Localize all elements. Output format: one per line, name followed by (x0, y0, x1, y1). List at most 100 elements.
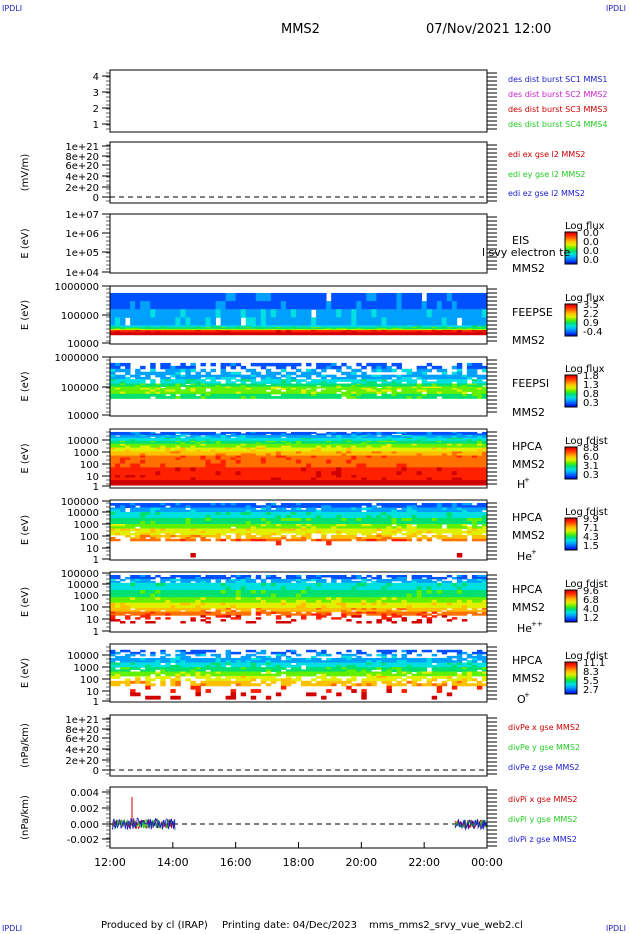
spectrogram-cell (466, 471, 473, 476)
spectrogram-cell (436, 326, 443, 328)
spectrogram-cell (421, 368, 428, 373)
spectrogram-cell (321, 330, 327, 332)
spectrogram-cell (210, 333, 216, 336)
spectrogram-cell (145, 393, 151, 397)
spectrogram-cell (421, 482, 428, 486)
spectrogram-cell (351, 443, 357, 447)
spectrogram-cell (250, 379, 257, 382)
spectrogram-cell (351, 482, 357, 486)
spectrogram-cell (155, 463, 161, 468)
spectrogram-cell (215, 477, 221, 481)
spectrogram-cell (371, 467, 377, 472)
spectrogram-cell (366, 301, 372, 310)
spectrogram-cell (351, 431, 357, 434)
spectrogram-cell (366, 509, 372, 513)
spectrogram-cell (115, 503, 121, 506)
spectrogram-cell (150, 389, 156, 393)
spectrogram-cell (195, 509, 201, 513)
spectrogram-cell (351, 515, 357, 519)
spectrogram-cell (215, 442, 221, 445)
spectrogram-cell (471, 533, 478, 536)
spectrogram-cell (265, 328, 272, 330)
spectrogram-cell (306, 463, 312, 468)
spectrogram-cell (461, 301, 468, 310)
spectrogram-cell (250, 449, 257, 452)
spectrogram-cell (170, 534, 176, 538)
spectrogram-cell (220, 396, 227, 399)
spectrogram-cell (245, 331, 252, 333)
spectrogram-cell (461, 328, 468, 330)
spectrogram-cell (336, 457, 342, 461)
spectrogram-cell (120, 331, 126, 333)
spectrogram-cell (436, 391, 443, 395)
spectrogram-cell (431, 376, 438, 380)
spectrogram-cell (285, 455, 292, 459)
spectrogram-cell (215, 439, 221, 442)
spectrogram-cell (165, 317, 171, 326)
spectrogram-cell (451, 509, 458, 513)
spectrogram-cell (115, 389, 121, 393)
spectrogram-cell (371, 524, 377, 527)
spectrogram-cell (426, 431, 433, 434)
spectrogram-cell (290, 371, 297, 376)
spectrogram-cell (426, 530, 433, 534)
spectrogram-cell (185, 326, 191, 328)
spectrogram-cell (195, 383, 201, 386)
spectrogram-cell (275, 376, 282, 380)
spectrogram-cell (190, 528, 196, 532)
spectrogram-cell (436, 453, 443, 457)
spectrogram-cell (255, 362, 262, 367)
spectrogram-cell (250, 385, 257, 387)
spectrogram-cell (115, 374, 121, 378)
spectrogram-cell (416, 374, 423, 378)
spectrogram-cell (471, 521, 478, 525)
spectrogram-cell (346, 455, 352, 459)
spectrogram-cell (316, 439, 322, 442)
spectrogram-cell (265, 449, 272, 452)
spectrogram-cell (336, 379, 342, 382)
spectrogram-cell (255, 333, 262, 336)
spectrogram-cell (411, 440, 418, 443)
spectrogram-cell (235, 437, 242, 440)
spectrogram-cell (245, 503, 252, 506)
spectrogram-cell (436, 292, 443, 302)
spectrogram-cell (140, 393, 146, 397)
spectrogram-cell (446, 331, 453, 333)
spectrogram-cell (145, 457, 151, 461)
spectrogram-cell (381, 533, 387, 536)
spectrogram-cell (401, 383, 407, 386)
spectrogram-cell (386, 376, 392, 380)
spectrogram-cell (441, 433, 448, 436)
spectrogram-cell (406, 325, 412, 327)
spectrogram-cell (145, 503, 151, 506)
spectrogram-cell (461, 330, 468, 332)
spectrogram-cell (290, 326, 297, 328)
spectrogram-cell (436, 439, 443, 442)
spectrogram-cell (265, 309, 272, 318)
spectrogram-cell (270, 528, 277, 532)
spectrogram-cell (331, 433, 337, 436)
spectrogram-cell (195, 453, 201, 457)
spectrogram-cell (386, 387, 392, 390)
spectrogram-cell (140, 475, 146, 479)
spectrogram-cell (155, 437, 161, 440)
spectrogram-cell (431, 386, 438, 389)
corner-mark-top-right: IPDLI (605, 4, 626, 13)
spectrogram-cell (165, 327, 171, 329)
spectrogram-cell (471, 505, 478, 508)
spectrogram-cell (341, 386, 347, 389)
spectrogram-cell (200, 437, 206, 440)
spectrogram-cell (391, 326, 397, 328)
spectrogram-cell (215, 447, 221, 451)
spectrogram-cell (331, 451, 337, 454)
spectrogram-cell (361, 317, 367, 326)
spectrogram-cell (130, 526, 136, 529)
spectrogram-cell (245, 453, 252, 457)
spectrogram-cell (396, 379, 402, 382)
spectrogram-cell (275, 383, 282, 386)
spectrogram-cell (436, 386, 443, 389)
spectrogram-cell (361, 526, 367, 529)
spectrogram-cell (356, 389, 362, 393)
spectrogram-cell (110, 440, 116, 443)
spectrogram-cell (481, 445, 488, 449)
